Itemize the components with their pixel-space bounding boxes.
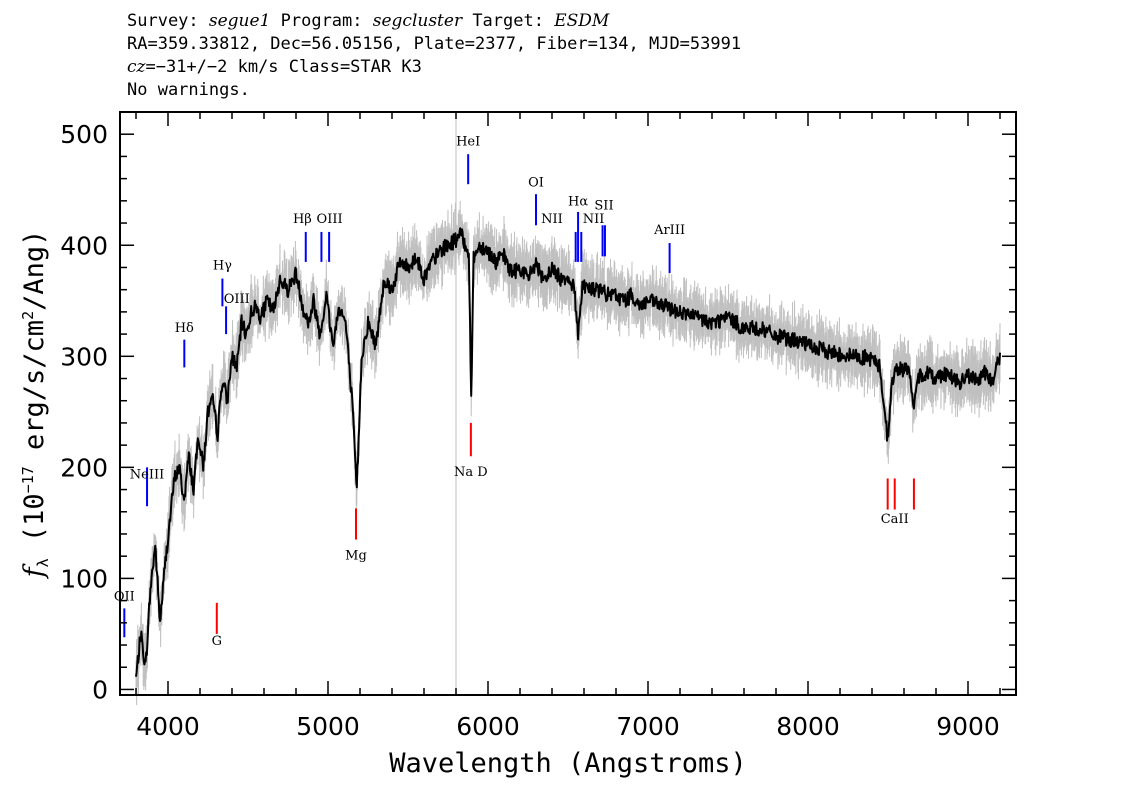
program-value: segcluster	[372, 11, 463, 31]
survey-label: Survey:	[127, 11, 209, 31]
y-axis-title-part: /Ang)	[19, 230, 50, 311]
target-value: ESDM	[554, 11, 610, 31]
x-tick-label: 4000	[136, 712, 200, 741]
y-axis-title: fλ (10−17 erg/s/cm2/Ang)	[19, 230, 52, 580]
line-label-NeIII: NeIII	[130, 467, 164, 482]
line-label-Hgamma: Hγ	[213, 259, 232, 274]
line-label-ArIII: ArIII	[653, 223, 685, 238]
y-tick-label: 400	[60, 231, 108, 260]
spectrum-header: Survey: segue1 Program: segcluster Targe…	[127, 10, 741, 102]
y-axis-title-part: (10	[19, 493, 50, 558]
y-axis-title-part: λ	[34, 558, 52, 567]
y-tick-label: 300	[60, 342, 108, 371]
header-line-warnings: No warnings.	[127, 80, 250, 100]
line-label-G: G	[212, 634, 222, 649]
header-line-coords: RA=359.33812, Dec=56.05156, Plate=2377, …	[127, 34, 742, 54]
cz-value: =−31+/−2 km/s Class=STAR K3	[145, 57, 422, 77]
y-axis-title-part: erg/s/cm	[19, 320, 50, 466]
line-label-Hdelta: Hδ	[175, 321, 194, 336]
line-label-Halpha: Hα	[568, 194, 588, 209]
x-tick-label: 7000	[616, 712, 680, 741]
x-tick-label: 8000	[776, 712, 840, 741]
line-label-OIII4363: OIII	[224, 292, 250, 307]
target-label: Target:	[462, 11, 555, 31]
line-label-OII: OII	[114, 590, 135, 605]
line-label-OIII4959: OIII	[317, 212, 343, 227]
y-tick-label: 0	[92, 675, 108, 704]
line-label-OI: OI	[528, 175, 544, 190]
x-tick-label: 5000	[296, 712, 360, 741]
program-label: Program:	[270, 11, 373, 31]
x-tick-label: 6000	[456, 712, 520, 741]
x-axis-title: Wavelength (Angstroms)	[389, 748, 747, 779]
y-tick-label: 200	[60, 453, 108, 482]
line-label-NII6548: NII	[541, 212, 563, 227]
header-line-cz: cz=−31+/−2 km/s Class=STAR K3	[127, 56, 741, 79]
line-label-Mg: Mg	[345, 549, 367, 564]
line-label-HeI: HeI	[456, 134, 480, 149]
line-label-Hbeta: Hβ	[293, 212, 312, 227]
line-label-NII6583: NII	[583, 212, 605, 227]
y-tick-label: 500	[60, 120, 108, 149]
line-label-SII6716: SII	[594, 199, 613, 214]
plot-frame	[119, 111, 1017, 696]
y-tick-label: 100	[60, 564, 108, 593]
line-label-NaD: Na D	[454, 465, 488, 480]
flux-series-line	[135, 227, 1001, 677]
y-axis-title-part: −17	[19, 466, 37, 493]
x-tick-label: 9000	[936, 712, 1000, 741]
header-line-survey: Survey: segue1 Program: segcluster Targe…	[127, 10, 741, 33]
y-axis-title-part: 2	[19, 311, 37, 320]
cz-label: cz	[127, 57, 146, 77]
line-label-CaII8542: CaII	[881, 512, 909, 527]
survey-value: segue1	[208, 11, 271, 31]
